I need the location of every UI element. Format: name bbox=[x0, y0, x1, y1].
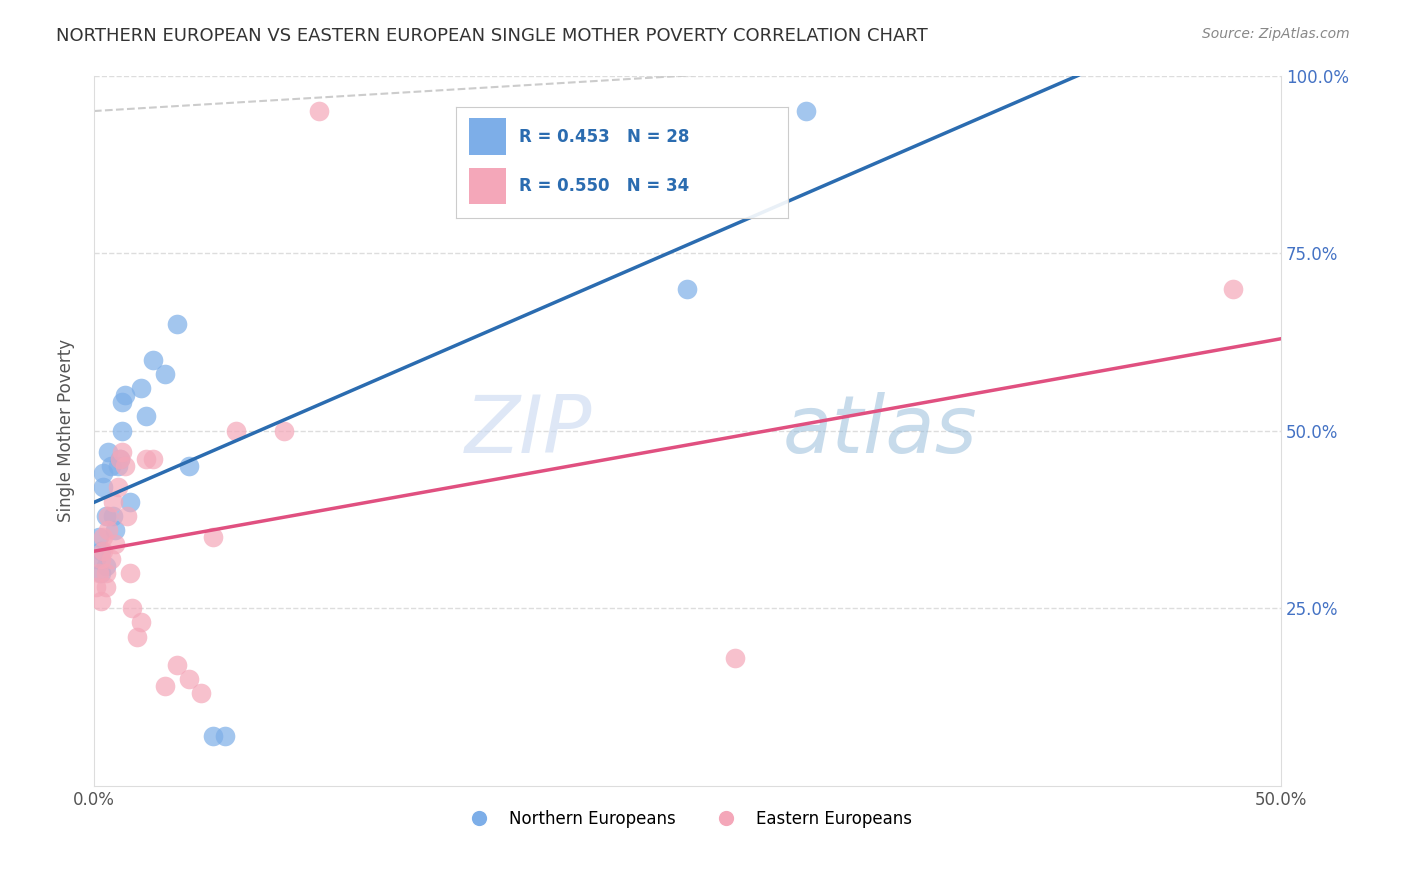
Legend: Northern Europeans, Eastern Europeans: Northern Europeans, Eastern Europeans bbox=[456, 803, 918, 834]
Point bbox=[142, 352, 165, 367]
Point bbox=[177, 672, 200, 686]
Point bbox=[93, 467, 115, 481]
Point bbox=[225, 424, 247, 438]
Point bbox=[131, 615, 153, 630]
Point bbox=[153, 367, 176, 381]
Point bbox=[94, 558, 117, 573]
Point bbox=[121, 601, 143, 615]
Point bbox=[125, 630, 148, 644]
Point bbox=[676, 282, 699, 296]
Point bbox=[111, 395, 134, 409]
Point bbox=[177, 459, 200, 474]
Point bbox=[84, 580, 107, 594]
Point bbox=[93, 530, 115, 544]
Point bbox=[214, 729, 236, 743]
Text: Source: ZipAtlas.com: Source: ZipAtlas.com bbox=[1202, 27, 1350, 41]
Point bbox=[104, 523, 127, 537]
Point bbox=[201, 729, 224, 743]
Text: atlas: atlas bbox=[782, 392, 977, 470]
Point bbox=[90, 544, 112, 558]
Point bbox=[1222, 282, 1244, 296]
Point bbox=[94, 566, 117, 580]
Point bbox=[108, 452, 131, 467]
Point bbox=[87, 566, 110, 580]
Point bbox=[118, 566, 141, 580]
Point bbox=[111, 445, 134, 459]
Point bbox=[93, 480, 115, 494]
Point bbox=[308, 103, 330, 118]
Point bbox=[107, 459, 129, 474]
Point bbox=[166, 658, 188, 673]
Point bbox=[90, 594, 112, 608]
Point bbox=[90, 551, 112, 566]
Point bbox=[166, 317, 188, 331]
Point bbox=[142, 452, 165, 467]
Point bbox=[94, 580, 117, 594]
Point bbox=[135, 452, 157, 467]
Point bbox=[97, 523, 120, 537]
Point bbox=[104, 537, 127, 551]
Point bbox=[190, 686, 212, 700]
Point bbox=[107, 480, 129, 494]
Point bbox=[135, 409, 157, 424]
Point bbox=[114, 388, 136, 402]
Point bbox=[794, 103, 817, 118]
Point bbox=[97, 508, 120, 523]
Point bbox=[118, 494, 141, 508]
Point bbox=[100, 551, 122, 566]
Point bbox=[131, 381, 153, 395]
Point bbox=[87, 530, 110, 544]
Point bbox=[114, 459, 136, 474]
Text: ZIP: ZIP bbox=[465, 392, 592, 470]
Point bbox=[90, 566, 112, 580]
Point bbox=[111, 424, 134, 438]
Point bbox=[153, 679, 176, 693]
Point bbox=[724, 651, 747, 665]
Point bbox=[100, 459, 122, 474]
Point bbox=[97, 445, 120, 459]
Point bbox=[101, 508, 124, 523]
Point bbox=[108, 452, 131, 467]
Point bbox=[101, 494, 124, 508]
Point bbox=[84, 551, 107, 566]
Point bbox=[94, 508, 117, 523]
Point bbox=[273, 424, 295, 438]
Point bbox=[93, 544, 115, 558]
Y-axis label: Single Mother Poverty: Single Mother Poverty bbox=[58, 339, 75, 522]
Point bbox=[201, 530, 224, 544]
Point bbox=[115, 508, 138, 523]
Text: NORTHERN EUROPEAN VS EASTERN EUROPEAN SINGLE MOTHER POVERTY CORRELATION CHART: NORTHERN EUROPEAN VS EASTERN EUROPEAN SI… bbox=[56, 27, 928, 45]
